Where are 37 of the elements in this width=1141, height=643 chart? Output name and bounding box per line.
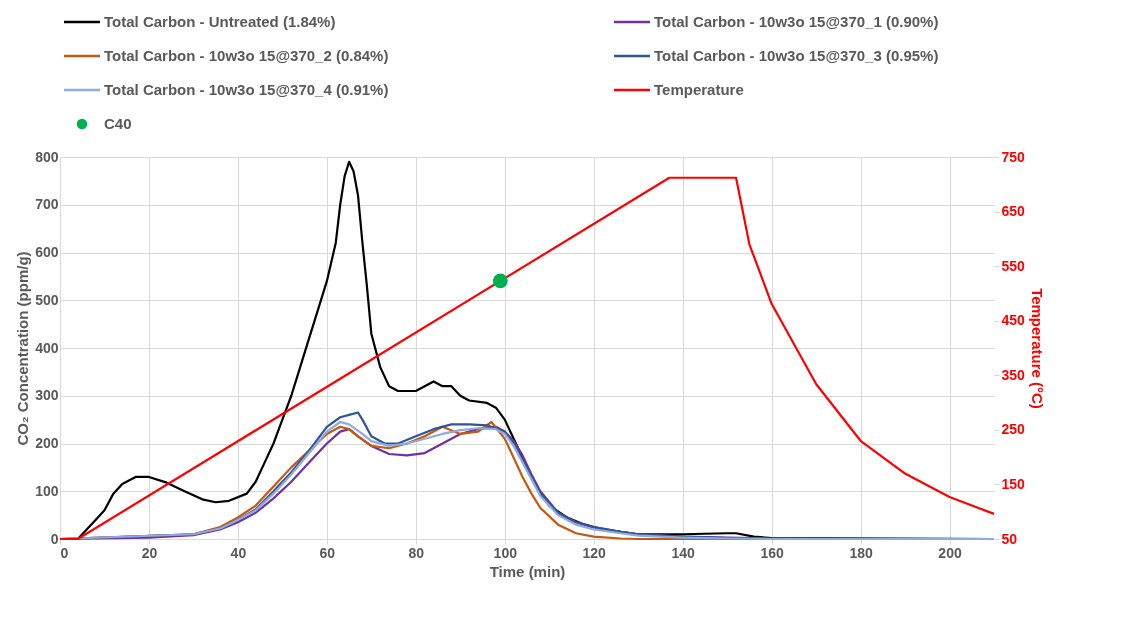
- legend-label: Total Carbon - 10w3o 15@370_3 (0.95%): [654, 47, 939, 64]
- x-tick-label: 60: [319, 544, 336, 561]
- x-tick-label: 120: [582, 544, 607, 561]
- y2-tick-label: 750: [1001, 148, 1026, 165]
- y-tick-label: 400: [35, 339, 59, 356]
- legend-label: Total Carbon - 10w3o 15@370_4 (0.91%): [104, 81, 389, 98]
- y2-axis-title: Temperature (°C): [1028, 288, 1046, 409]
- y-tick-label: 600: [35, 244, 59, 260]
- y2-tick-label: 50: [1001, 530, 1018, 547]
- y-tick-label: 800: [35, 148, 59, 165]
- x-tick-label: 80: [408, 544, 425, 561]
- y-tick-label: 300: [35, 387, 59, 404]
- legend-label: Total Carbon - Untreated (1.84%): [104, 13, 336, 30]
- x-tick-label: 160: [760, 544, 785, 561]
- y-tick-label: 700: [35, 196, 59, 213]
- y2-tick-label: 250: [1001, 421, 1026, 438]
- x-tick-label: 180: [849, 544, 873, 561]
- x-tick-label: 40: [230, 544, 247, 561]
- x-tick-label: 100: [493, 544, 518, 561]
- y2-tick-label: 150: [1001, 475, 1026, 492]
- y2-tick-label: 650: [1001, 203, 1026, 220]
- legend-label: C40: [104, 115, 132, 132]
- y-tick-label: 0: [50, 530, 59, 547]
- y-tick-label: 500: [35, 291, 59, 308]
- x-tick-label: 200: [938, 544, 962, 561]
- x-tick-label: 140: [671, 544, 696, 561]
- legend-label: Temperature: [654, 81, 744, 98]
- x-axis-title: Time (min): [489, 562, 566, 580]
- y2-tick-label: 350: [1001, 366, 1026, 383]
- legend-label: Total Carbon - 10w3o 15@370_1 (0.90%): [654, 13, 939, 30]
- y-tick-label: 200: [35, 435, 59, 451]
- x-tick-label: 20: [141, 544, 158, 561]
- y2-tick-label: 450: [1001, 312, 1026, 329]
- legend-label: Total Carbon - 10w3o 15@370_2 (0.84%): [104, 47, 389, 64]
- y-axis-title: CO₂ Concentration (ppm/g): [14, 251, 32, 446]
- y2-tick-label: 550: [1001, 257, 1026, 274]
- y-tick-label: 100: [35, 482, 59, 499]
